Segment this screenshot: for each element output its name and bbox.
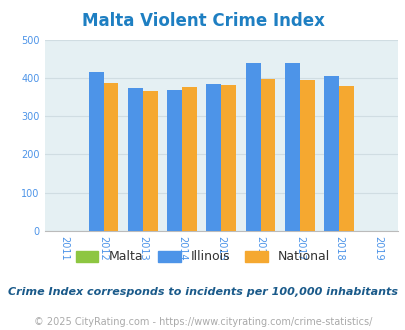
Bar — [88, 72, 103, 231]
Bar — [260, 79, 275, 231]
Bar — [143, 90, 157, 231]
Text: Malta Violent Crime Index: Malta Violent Crime Index — [81, 12, 324, 30]
Bar — [323, 76, 338, 231]
Bar — [221, 85, 236, 231]
Text: Crime Index corresponds to incidents per 100,000 inhabitants: Crime Index corresponds to incidents per… — [8, 287, 397, 297]
Bar — [299, 80, 314, 231]
Bar — [128, 88, 143, 231]
Text: © 2025 CityRating.com - https://www.cityrating.com/crime-statistics/: © 2025 CityRating.com - https://www.city… — [34, 317, 371, 327]
Bar — [181, 87, 196, 231]
Legend: Malta, Illinois, National: Malta, Illinois, National — [76, 250, 329, 263]
Bar — [284, 63, 299, 231]
Bar — [245, 63, 260, 231]
Bar — [206, 84, 221, 231]
Bar — [167, 90, 181, 231]
Bar — [338, 86, 353, 231]
Bar — [103, 83, 118, 231]
